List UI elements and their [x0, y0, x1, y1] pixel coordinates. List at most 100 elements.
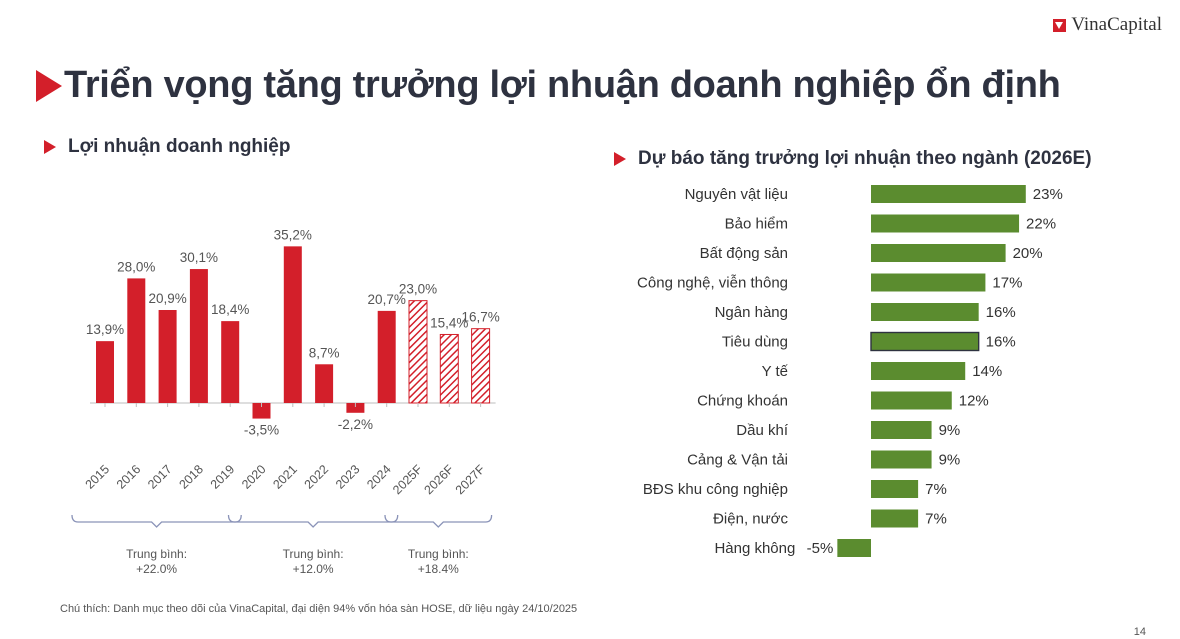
group-bracket	[384, 514, 493, 528]
category-label: Công nghệ, viễn thông	[637, 275, 788, 292]
bar-2018	[189, 269, 208, 403]
value-label: 9%	[939, 452, 961, 469]
x-tick-label: 2015	[83, 462, 113, 492]
x-tick-label: 2022	[302, 462, 332, 492]
category-label: Ngân hàng	[715, 304, 788, 321]
x-tick-label: 2017	[145, 462, 175, 492]
data-label: -2,2%	[338, 417, 373, 432]
bar-2019	[221, 321, 240, 403]
value-label: 22%	[1026, 216, 1056, 233]
left-chart-subtitle: Lợi nhuận doanh nghiệp	[68, 136, 291, 157]
page-title: Triển vọng tăng trưởng lợi nhuận doanh n…	[64, 64, 1061, 106]
hbar-8	[871, 391, 952, 410]
x-tick-label: 2027F	[453, 462, 488, 497]
category-label: Điện, nước	[713, 511, 788, 528]
value-label: 14%	[972, 363, 1002, 380]
data-label: 23,0%	[399, 282, 437, 297]
right-chart-subtitle: Dự báo tăng trưởng lợi nhuận theo ngành …	[638, 148, 1092, 169]
hbar-3	[871, 244, 1006, 262]
group-average-value: +12.0%	[293, 562, 334, 576]
x-tick-label: 2016	[114, 462, 144, 492]
category-label: Bảo hiểm	[725, 216, 788, 233]
data-label: 8,7%	[309, 345, 340, 360]
value-label: 12%	[959, 393, 989, 410]
page-number: 14	[1133, 626, 1146, 638]
group-average-label: Trung bình:	[283, 547, 344, 561]
sector-growth-bar-chart: Nguyên vật liệu 23% Bảo hiểm 22% Bất động sả…	[637, 185, 1063, 557]
subtitle-triangle-icon	[614, 152, 626, 166]
category-label: Bất động sản	[700, 245, 788, 262]
data-label: 16,7%	[461, 310, 499, 325]
logo-text: VinaCapital	[1071, 14, 1162, 35]
data-label: 18,4%	[211, 302, 249, 317]
value-label: 16%	[986, 334, 1016, 351]
group-bracket	[227, 514, 399, 528]
value-label: 17%	[992, 275, 1022, 292]
hbar-7	[871, 362, 966, 380]
category-label: Y tế	[762, 363, 789, 380]
data-label: 35,2%	[274, 227, 312, 242]
x-tick-label: 2018	[176, 462, 206, 492]
hbar-12	[871, 509, 919, 528]
hbar-9	[871, 421, 932, 439]
data-label: 30,1%	[180, 250, 218, 265]
right-chart-subtitle-block: Dự báo tăng trưởng lợi nhuận theo ngành …	[614, 148, 1092, 170]
data-label: 20,9%	[148, 291, 186, 306]
bar-2025F	[408, 300, 428, 404]
logo-mark-icon	[1053, 18, 1067, 32]
bar-2024	[377, 310, 396, 403]
value-label: 7%	[925, 481, 947, 498]
category-label: Tiêu dùng	[722, 334, 788, 351]
value-label: 20%	[1013, 245, 1043, 262]
vinacapital-logo: VinaCapital	[1053, 14, 1162, 36]
x-tick-label: 2021	[270, 462, 300, 492]
group-average-value: +18.4%	[418, 562, 459, 576]
page-title-block: Triển vọng tăng trưởng lợi nhuận doanh n…	[36, 64, 1061, 107]
x-tick-label: 2020	[239, 462, 269, 492]
hbar-5	[871, 303, 979, 321]
hbar-13	[837, 539, 871, 557]
data-label: 13,9%	[86, 322, 124, 337]
group-average-label: Trung bình:	[408, 547, 469, 561]
hbar-6	[870, 331, 980, 352]
category-label: Chứng khoán	[697, 393, 788, 410]
group-average-value: +22.0%	[136, 562, 177, 576]
data-label: -3,5%	[244, 423, 279, 438]
category-label: Nguyên vật liệu	[685, 186, 788, 203]
hbar-4	[871, 273, 986, 292]
x-tick-label: 2025F	[390, 462, 425, 497]
value-label: -5%	[807, 540, 834, 557]
hbar-11	[871, 480, 919, 498]
category-label: Hàng không	[714, 540, 795, 557]
bar-2021	[283, 246, 302, 403]
category-label: BĐS khu công nghiệp	[643, 481, 788, 498]
value-label: 16%	[986, 304, 1016, 321]
subtitle-triangle-icon	[44, 140, 56, 154]
x-tick-label: 2023	[333, 462, 363, 492]
data-label: 20,7%	[368, 292, 406, 307]
group-bracket	[71, 514, 242, 528]
bar-2020	[252, 403, 271, 419]
group-average-label: Trung bình:	[126, 547, 187, 561]
value-label: 23%	[1033, 186, 1063, 203]
bar-2016	[127, 278, 146, 403]
bar-2027F	[471, 328, 491, 404]
x-tick-label: 2019	[208, 462, 238, 492]
bar-2015	[96, 341, 114, 403]
bar-2017	[158, 309, 177, 403]
data-label: 28,0%	[117, 259, 155, 274]
bar-2022	[315, 364, 334, 403]
left-chart-subtitle-block: Lợi nhuận doanh nghiệp	[44, 136, 290, 158]
value-label: 9%	[939, 422, 961, 439]
title-triangle-icon	[36, 69, 62, 102]
value-label: 7%	[925, 511, 947, 528]
profit-bar-chart: 13,9% 2015 28,0% 2016 20,9% 2017 30,1% 2018 18,4…	[71, 227, 500, 576]
hbar-1	[871, 185, 1026, 203]
data-label: 15,4%	[430, 315, 468, 330]
category-label: Cảng & Vận tải	[687, 452, 788, 469]
bar-2023	[346, 403, 365, 413]
hbar-10	[871, 450, 932, 469]
x-tick-label: 2026F	[421, 462, 456, 497]
category-label: Dầu khí	[736, 422, 789, 439]
